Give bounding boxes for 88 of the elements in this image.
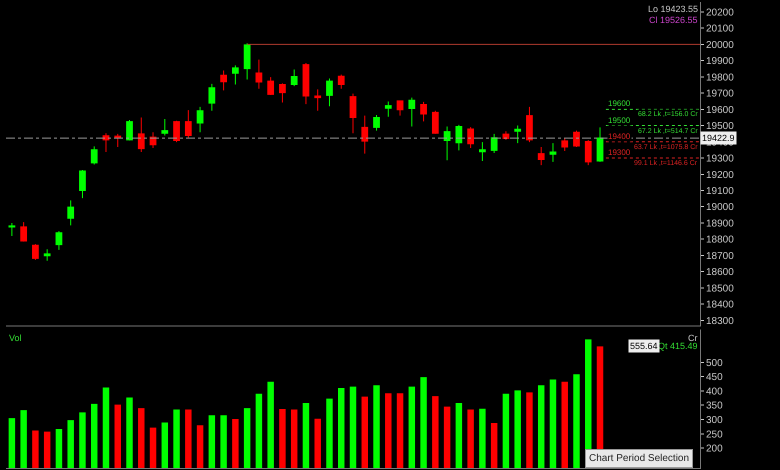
candlestick	[455, 124, 462, 151]
candlestick	[126, 120, 133, 141]
ref-line-label: 19600	[608, 99, 631, 108]
annotation: Chart Period Selection	[589, 453, 690, 464]
candlestick	[114, 133, 122, 148]
y-tick-label: 350	[706, 400, 724, 412]
candlestick	[361, 115, 368, 154]
y-tick-label: 18300	[706, 316, 734, 327]
y-tick-label: 20100	[706, 24, 734, 35]
y-tick-label: 20000	[706, 40, 734, 51]
ref-line-label: 19500	[608, 116, 631, 125]
candlestick	[526, 106, 533, 143]
candlestick	[596, 126, 604, 162]
ref-line-label: 19400	[608, 132, 631, 141]
candlestick	[479, 142, 486, 162]
candlestick	[408, 97, 416, 128]
candlestick	[550, 142, 556, 162]
chart-title: Vol	[9, 333, 22, 343]
y-tick-label: 18600	[706, 267, 734, 278]
candlestick	[244, 42, 251, 80]
candlestick	[432, 110, 439, 134]
annotation: 555.64	[630, 341, 658, 351]
y-tick-label: 19800	[706, 72, 734, 84]
candlestick	[44, 248, 51, 262]
candlestick	[256, 59, 262, 90]
y-tick-label: 19700	[706, 88, 734, 100]
y-tick-label: 18700	[706, 250, 734, 262]
y-tick-label: 450	[706, 372, 724, 384]
y-tick-label: 500	[706, 358, 724, 369]
candlestick	[302, 62, 310, 105]
candlestick	[444, 126, 450, 161]
candlestick	[538, 146, 545, 166]
y-tick-label: 19300	[706, 154, 734, 165]
candlestick	[208, 83, 216, 112]
y-tick-label: 300	[706, 415, 724, 426]
candlestick	[150, 132, 156, 148]
candlestick	[138, 116, 145, 153]
y-tick-label: 18900	[706, 218, 734, 230]
y-tick-label: 400	[706, 386, 724, 398]
annotation: Lo 19423.55	[648, 4, 698, 14]
candlestick	[20, 222, 28, 242]
candlestick	[373, 114, 380, 132]
candlestick	[173, 120, 180, 143]
y-tick-label: 18800	[706, 234, 734, 246]
candlestick	[67, 200, 74, 226]
candlestick	[8, 222, 16, 236]
candlestick	[102, 132, 110, 153]
y-tick-label: 19600	[706, 104, 734, 116]
annotation: Cl 19526.55	[649, 15, 698, 25]
candlestick	[502, 130, 510, 140]
candlestick	[420, 101, 427, 122]
candlestick	[279, 82, 286, 103]
ref-line-label: 19422.9	[702, 133, 735, 143]
candlestick	[384, 101, 392, 118]
candlestick	[184, 110, 192, 138]
candlestick	[90, 146, 98, 166]
candlestick	[584, 140, 592, 166]
y-tick-label: 18400	[706, 300, 734, 311]
y-tick-label: 20200	[706, 7, 734, 18]
y-tick-label: 200	[706, 444, 724, 455]
candlestick	[56, 230, 62, 250]
candlestick	[314, 88, 322, 112]
candlestick	[161, 118, 168, 136]
candlestick	[267, 76, 274, 96]
candlestick	[196, 106, 204, 133]
y-tick-label: 19100	[706, 186, 734, 197]
candlestick	[514, 125, 522, 144]
candlestick	[220, 70, 227, 91]
y-tick-label: 19000	[706, 202, 734, 214]
y-axis-title: Cr	[688, 333, 698, 343]
y-tick-label: 250	[706, 429, 724, 440]
ref-line-label: 19300	[608, 148, 631, 157]
y-tick-label: 19900	[706, 56, 734, 68]
candlestick	[338, 74, 345, 90]
y-tick-label: 18500	[706, 283, 734, 294]
candlestick	[232, 64, 239, 85]
candlestick	[350, 93, 356, 134]
candlestick	[32, 244, 39, 260]
candlestick	[79, 170, 86, 199]
candlestick	[467, 126, 474, 148]
y-tick-label: 19500	[706, 121, 734, 132]
candlestick	[326, 78, 333, 107]
candlestick	[490, 133, 498, 154]
candlestick	[561, 138, 568, 152]
candlestick	[573, 130, 580, 148]
y-tick-label: 19200	[706, 170, 734, 181]
candlestick	[396, 100, 404, 116]
candlestick	[290, 69, 298, 87]
